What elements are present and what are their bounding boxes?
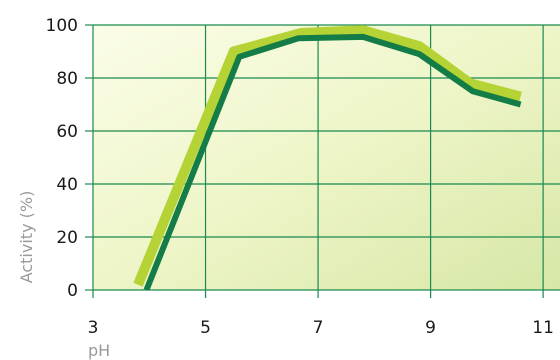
x-tick-label: 3 xyxy=(88,318,99,338)
y-tick-label: 40 xyxy=(56,175,78,195)
x-tick-label: 7 xyxy=(313,318,324,338)
x-tick-label: 11 xyxy=(532,318,554,338)
x-tick-label: 9 xyxy=(425,318,436,338)
series-line-1 xyxy=(133,25,522,287)
x-tick-label: 5 xyxy=(200,318,211,338)
y-tick-label: 60 xyxy=(56,122,78,142)
plot-background xyxy=(93,25,560,290)
y-axis-title: Activity (%) xyxy=(17,191,36,284)
y-tick-label: 20 xyxy=(56,228,78,248)
y-tick-label: 100 xyxy=(46,16,78,36)
series-line-2 xyxy=(143,33,522,290)
y-tick-label: 80 xyxy=(56,69,78,89)
y-tick-label: 0 xyxy=(67,281,78,301)
x-axis-title: pH xyxy=(88,341,110,360)
